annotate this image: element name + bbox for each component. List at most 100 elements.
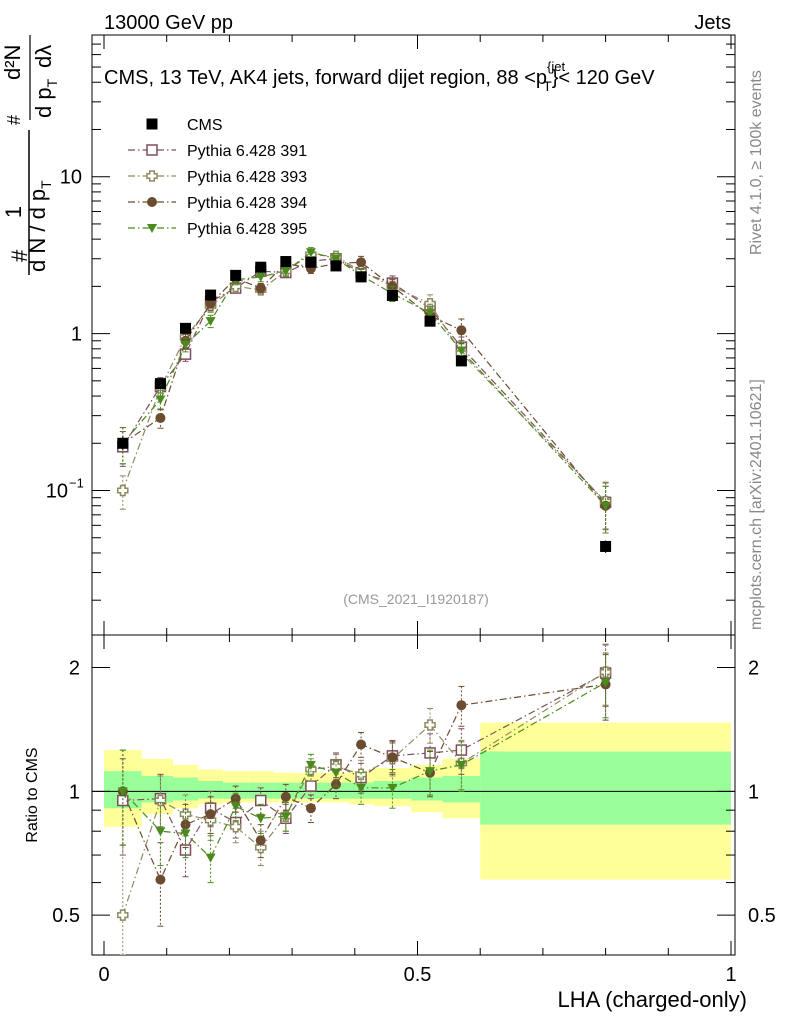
x-tick-label: 0.5 — [404, 964, 432, 986]
x-tick-label: 0 — [98, 964, 109, 986]
pythia-394-ratio-point — [205, 809, 216, 820]
ylabel-den: d N / d pT — [25, 180, 54, 272]
legend-pythia-395-label: Pythia 6.428 395 — [187, 221, 307, 238]
cms-data-point — [386, 289, 398, 301]
cms-data-point — [180, 322, 192, 334]
ratio-y-tick-label: 0.5 — [52, 905, 80, 927]
ylabel-hash-left: # — [7, 249, 32, 262]
pythia-393-line — [122, 253, 607, 503]
pythia-394-line — [122, 261, 607, 507]
ylabel-one: 1 — [1, 206, 26, 218]
legend-pythia-394-marker — [147, 197, 157, 207]
main-y-tick-label: 10 — [46, 481, 68, 503]
pythia-394-ratio-point — [305, 803, 316, 814]
ratio-plot-frame — [91, 634, 736, 956]
main-y-tick-exponent: −1 — [69, 476, 84, 491]
pythia-394-ratio-point — [255, 835, 266, 846]
pythia-394-point — [155, 412, 166, 423]
pythia-394-point — [456, 325, 467, 336]
mcplots-reference-label: mcplots.cern.ch [arXiv:2401.10621] — [748, 379, 765, 630]
pythia-395-ratio-point — [230, 802, 241, 812]
pythia-394-ratio-point — [356, 739, 367, 750]
cms-data-point — [154, 378, 166, 390]
pythia-395-ratio-point — [456, 760, 467, 770]
pythia-395-point — [180, 340, 191, 350]
pythia-395-point — [255, 272, 266, 282]
pythia-393-ratio-point — [424, 719, 436, 731]
legend-pythia-393-marker — [146, 170, 158, 182]
legend-pythia-393-label: Pythia 6.428 393 — [187, 169, 307, 186]
pythia-394-point — [255, 283, 266, 294]
legend-cms-marker — [146, 118, 158, 130]
cms-data-point — [424, 315, 436, 327]
legend-cms-label: CMS — [187, 117, 223, 134]
header-energy-label: 13000 GeV pp — [104, 12, 233, 34]
pythia-395-ratio-point — [387, 783, 398, 793]
cms-data-point — [330, 260, 342, 272]
legend: CMS Pythia 6.428 391 Pythia 6.428 393 Pythi… — [128, 117, 307, 238]
pythia-394-point — [205, 298, 216, 309]
pythia-393-ratio-point — [154, 794, 167, 807]
pythia-393-ratio-point — [117, 909, 129, 921]
cms-data-point — [117, 437, 129, 449]
pythia-393-ratio-line — [122, 671, 606, 916]
pythia-394-ratio-point — [280, 791, 291, 802]
green-band-bin — [172, 777, 199, 801]
pythia-394-ratio-point — [456, 700, 467, 711]
main-y-tick-label: 1 — [71, 324, 82, 346]
pythia-395-ratio-point — [425, 767, 436, 777]
pythia-393-ratio-point — [229, 821, 242, 833]
pythia-395-ratio-point — [180, 829, 191, 839]
pythia-394-ratio-point — [155, 874, 166, 885]
pythia-394-ratio-point — [387, 752, 398, 763]
green-band-bin — [480, 751, 731, 825]
cms-data-point — [305, 256, 317, 268]
ylabel-num: d²N — [0, 45, 25, 80]
main-y-axis-label: 1 # d N / d pT # d²N d pT dλ — [0, 35, 60, 275]
plot-title: CMS, 13 TeV, AK4 jets, forward dijet reg… — [104, 59, 655, 94]
pythia-393-point — [117, 484, 129, 497]
rivet-version-label: Rivet 4.1.0, ≥ 100k events — [748, 70, 765, 255]
ratio-y-tick-label: 2 — [69, 658, 80, 680]
header-jets-label: Jets — [694, 12, 731, 34]
pythia-395-ratio-point — [280, 812, 291, 822]
green-band-bin — [273, 782, 299, 799]
pythia-395-point — [305, 248, 316, 258]
pythia-395-ratio-point — [305, 760, 316, 770]
cms-data-point — [255, 261, 267, 273]
pythia-395-point — [205, 317, 216, 327]
pythia-395-ratio-point — [117, 787, 128, 797]
ylabel-num-hash: # — [4, 115, 24, 125]
pythia-391-line — [122, 258, 607, 503]
cms-data-point — [205, 289, 217, 301]
ratio-y-axis-label: Ratio to CMS — [24, 747, 41, 842]
cms-data-point — [455, 355, 467, 367]
legend-pythia-391-marker — [146, 144, 158, 156]
ylabel-den-right: d pT — [31, 78, 60, 118]
cms-data-point — [355, 271, 367, 283]
pythia-395-ratio-point — [155, 827, 166, 837]
pythia-395-ratio-point — [330, 768, 341, 778]
ylabel-den-lambda: dλ — [31, 45, 56, 68]
main-y-tick-label: 10 — [60, 167, 82, 189]
pythia-391-ratio-point — [305, 780, 317, 792]
ratio-y-tick-label-right: 1 — [748, 781, 759, 803]
pythia-395-point — [456, 346, 467, 356]
cms-data-point — [230, 269, 242, 281]
ratio-y-tick-label-right: 0.5 — [748, 905, 776, 927]
green-band-bin — [248, 782, 274, 799]
legend-pythia-391-label: Pythia 6.428 391 — [187, 143, 307, 160]
ratio-y-tick-label-right: 2 — [748, 658, 759, 680]
pythia-395-line — [122, 251, 607, 507]
legend-pythia-395-marker — [147, 224, 157, 233]
pythia-395-ratio-point — [600, 678, 611, 688]
pythia-395-point — [280, 267, 291, 277]
green-band-bin — [198, 780, 224, 799]
pythia-395-ratio-point — [255, 814, 266, 824]
cms-data-point — [600, 540, 612, 552]
pythia-393-ratio-point — [255, 841, 267, 854]
axis-ticks — [92, 34, 735, 955]
cms-data-point — [280, 256, 292, 268]
